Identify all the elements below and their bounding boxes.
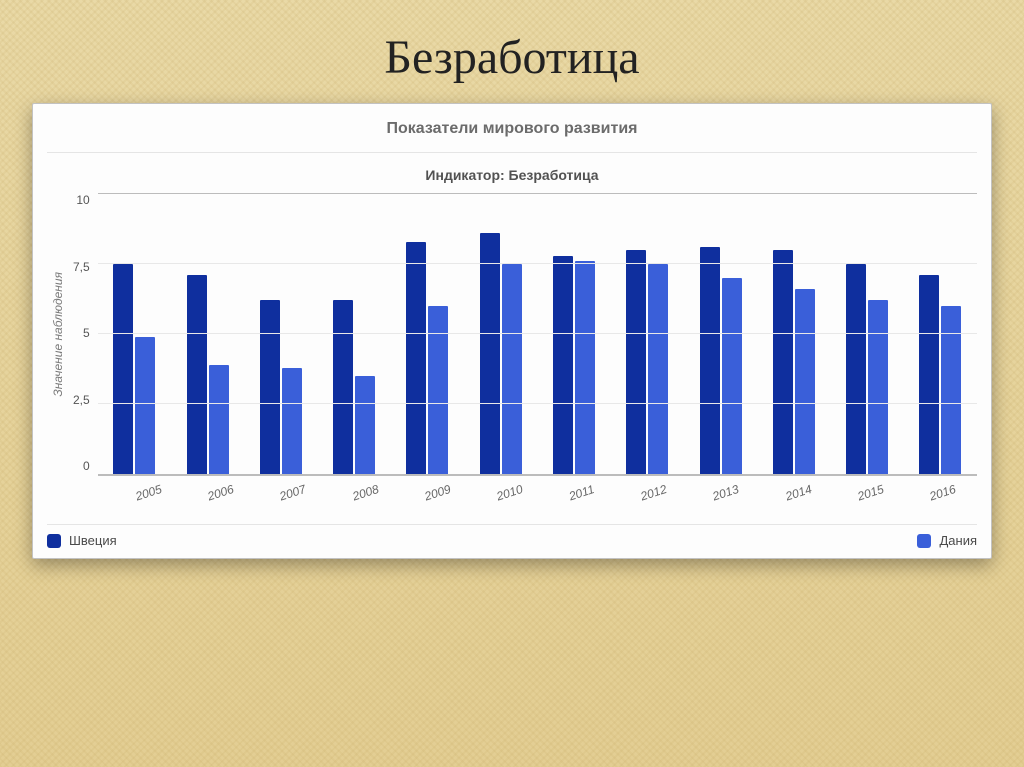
- bar-group: [464, 233, 537, 474]
- bar-group: [171, 275, 244, 474]
- bar-group: [757, 250, 830, 474]
- gridline: [98, 333, 977, 334]
- bar: [260, 300, 280, 474]
- bar-group: [831, 264, 904, 474]
- bar-group: [244, 300, 317, 474]
- y-tick-label: 2,5: [73, 393, 90, 407]
- plot-area: Значение наблюдения 10 7,5 5 2,5 0: [47, 193, 977, 476]
- bars-container: [98, 194, 977, 474]
- bar: [868, 300, 888, 474]
- bar-group: [318, 300, 391, 474]
- legend-swatch-icon: [47, 534, 61, 548]
- bar: [626, 250, 646, 474]
- legend-label: Дания: [939, 533, 977, 548]
- legend-label: Швеция: [69, 533, 117, 548]
- bar: [209, 365, 229, 474]
- bar: [700, 247, 720, 474]
- bar-group: [537, 256, 610, 474]
- bar: [575, 261, 595, 474]
- chart-panel: Показатели мирового развития Индикатор: …: [32, 103, 992, 559]
- y-tick-label: 10: [76, 193, 89, 207]
- bar: [919, 275, 939, 474]
- chart-title: Показатели мирового развития: [47, 114, 977, 153]
- gridline: [98, 263, 977, 264]
- legend: Швеция Дания: [47, 524, 977, 548]
- legend-item-sweden: Швеция: [47, 533, 117, 548]
- bar: [282, 368, 302, 474]
- plot: [98, 193, 977, 476]
- bar: [846, 264, 866, 474]
- bar: [113, 264, 133, 474]
- bar: [406, 242, 426, 474]
- bar-group: [98, 264, 171, 474]
- x-axis-labels: 2005200620072008200920102011201220132014…: [47, 476, 977, 500]
- bar-group: [391, 242, 464, 474]
- bar: [773, 250, 793, 474]
- bar: [553, 256, 573, 474]
- bar: [722, 278, 742, 474]
- bar: [480, 233, 500, 474]
- legend-item-denmark: Дания: [917, 533, 977, 548]
- bar-group: [904, 275, 977, 474]
- gridline: [98, 403, 977, 404]
- y-tick-label: 0: [83, 459, 90, 473]
- chart-subtitle: Индикатор: Безработица: [47, 153, 977, 193]
- bar-group: [611, 250, 684, 474]
- legend-swatch-icon: [917, 534, 931, 548]
- slide: Безработица Показатели мирового развития…: [0, 0, 1024, 767]
- slide-title: Безработица: [384, 30, 639, 85]
- bar: [333, 300, 353, 474]
- y-axis-ticks: 10 7,5 5 2,5 0: [69, 193, 98, 473]
- y-tick-label: 5: [83, 326, 90, 340]
- bar: [941, 306, 961, 474]
- y-tick-label: 7,5: [73, 260, 90, 274]
- bar: [795, 289, 815, 474]
- y-axis-label: Значение наблюдения: [47, 272, 69, 397]
- bar-group: [684, 247, 757, 474]
- bar: [135, 337, 155, 474]
- bar: [502, 264, 522, 474]
- bar: [428, 306, 448, 474]
- bar: [355, 376, 375, 474]
- bar: [648, 264, 668, 474]
- bar: [187, 275, 207, 474]
